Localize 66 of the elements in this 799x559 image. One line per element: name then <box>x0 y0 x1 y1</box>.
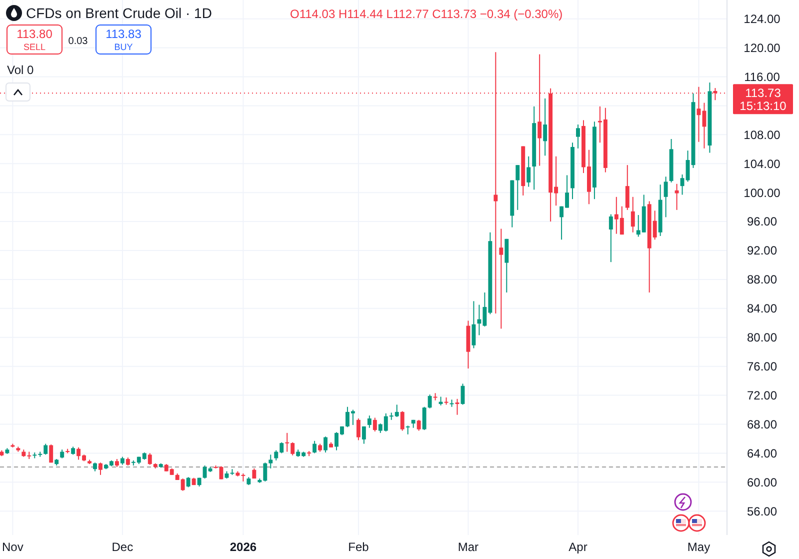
y-tick-label: 56.00 <box>746 504 778 518</box>
candlestick <box>268 454 273 469</box>
y-tick-label: 104.00 <box>744 156 781 171</box>
y-tick-label: 72.00 <box>746 388 778 402</box>
annotation: O114.03 H114.44 L112.77 C113.73 −0.34 (−0.30%) <box>290 7 563 21</box>
y-tick-label: 108.00 <box>744 128 781 142</box>
candlestick <box>504 238 509 293</box>
y-tick-label: 120.00 <box>744 40 781 55</box>
candlestick <box>499 228 504 330</box>
candlestick <box>455 398 460 416</box>
candlestick <box>324 436 328 453</box>
y-tick-label: 92.00 <box>746 244 778 258</box>
candlestick <box>44 443 48 456</box>
candlestick <box>98 462 102 476</box>
y-tick-label: 96.00 <box>746 214 778 229</box>
candlestick <box>186 476 190 488</box>
text: 15:13:10 <box>740 99 787 114</box>
candlestick <box>148 452 152 466</box>
candlestick <box>608 214 613 263</box>
y-tick-label: 64.00 <box>746 446 778 460</box>
y-tick-label: 124.00 <box>744 12 781 26</box>
candlestick <box>630 196 635 233</box>
candlestick <box>664 176 668 218</box>
y-tick-label: 80.00 <box>746 330 778 345</box>
x-tick-label: Feb <box>348 540 370 554</box>
y-tick-label: 100.00 <box>744 186 781 200</box>
x-tick-label: Mar <box>458 540 479 554</box>
candlestick <box>356 418 360 441</box>
candlestick <box>576 124 580 149</box>
candlestick <box>472 300 476 349</box>
candlestick <box>428 394 432 409</box>
candlestick <box>422 406 426 431</box>
candlestick <box>674 183 679 210</box>
candlestick <box>312 440 317 454</box>
y-tick-label: 116.00 <box>744 70 780 84</box>
candlestick <box>372 417 377 432</box>
x-tick-label: May <box>687 540 710 554</box>
annotation: BUY <box>114 42 133 52</box>
annotation: 113.83 <box>106 27 142 41</box>
annotation: 0.03 <box>68 36 88 47</box>
candlestick <box>433 392 438 401</box>
y-tick-label: 60.00 <box>746 475 778 490</box>
candlestick <box>406 425 410 435</box>
x-tick-label: Nov <box>2 540 24 554</box>
y-tick-label: 76.00 <box>746 360 778 374</box>
x-tick-label: Dec <box>112 540 134 554</box>
candlestick <box>543 98 548 156</box>
x-tick-label: 2026 <box>230 540 257 554</box>
chart-title: CFDs on Brent Crude Oil · 1D <box>26 5 212 21</box>
candlestick <box>416 419 421 432</box>
candlestick <box>219 466 224 480</box>
candlestick <box>400 410 404 432</box>
candlestick <box>367 415 372 428</box>
annotation: 113.80 <box>16 27 53 41</box>
candlestick <box>516 164 520 210</box>
y-tick-label: 88.00 <box>746 272 778 287</box>
candlestick <box>625 164 630 210</box>
ref-line-label: 113.73 <box>745 86 782 100</box>
candlestick <box>362 426 366 444</box>
candlestick <box>49 444 54 464</box>
x-tick-label: Apr <box>568 540 588 554</box>
candlestick <box>526 156 531 188</box>
y-tick-label: 68.00 <box>746 417 778 432</box>
annotation: Vol 0 <box>7 63 34 77</box>
annotation: SELL <box>23 42 46 52</box>
y-tick-label: 84.00 <box>746 302 778 316</box>
